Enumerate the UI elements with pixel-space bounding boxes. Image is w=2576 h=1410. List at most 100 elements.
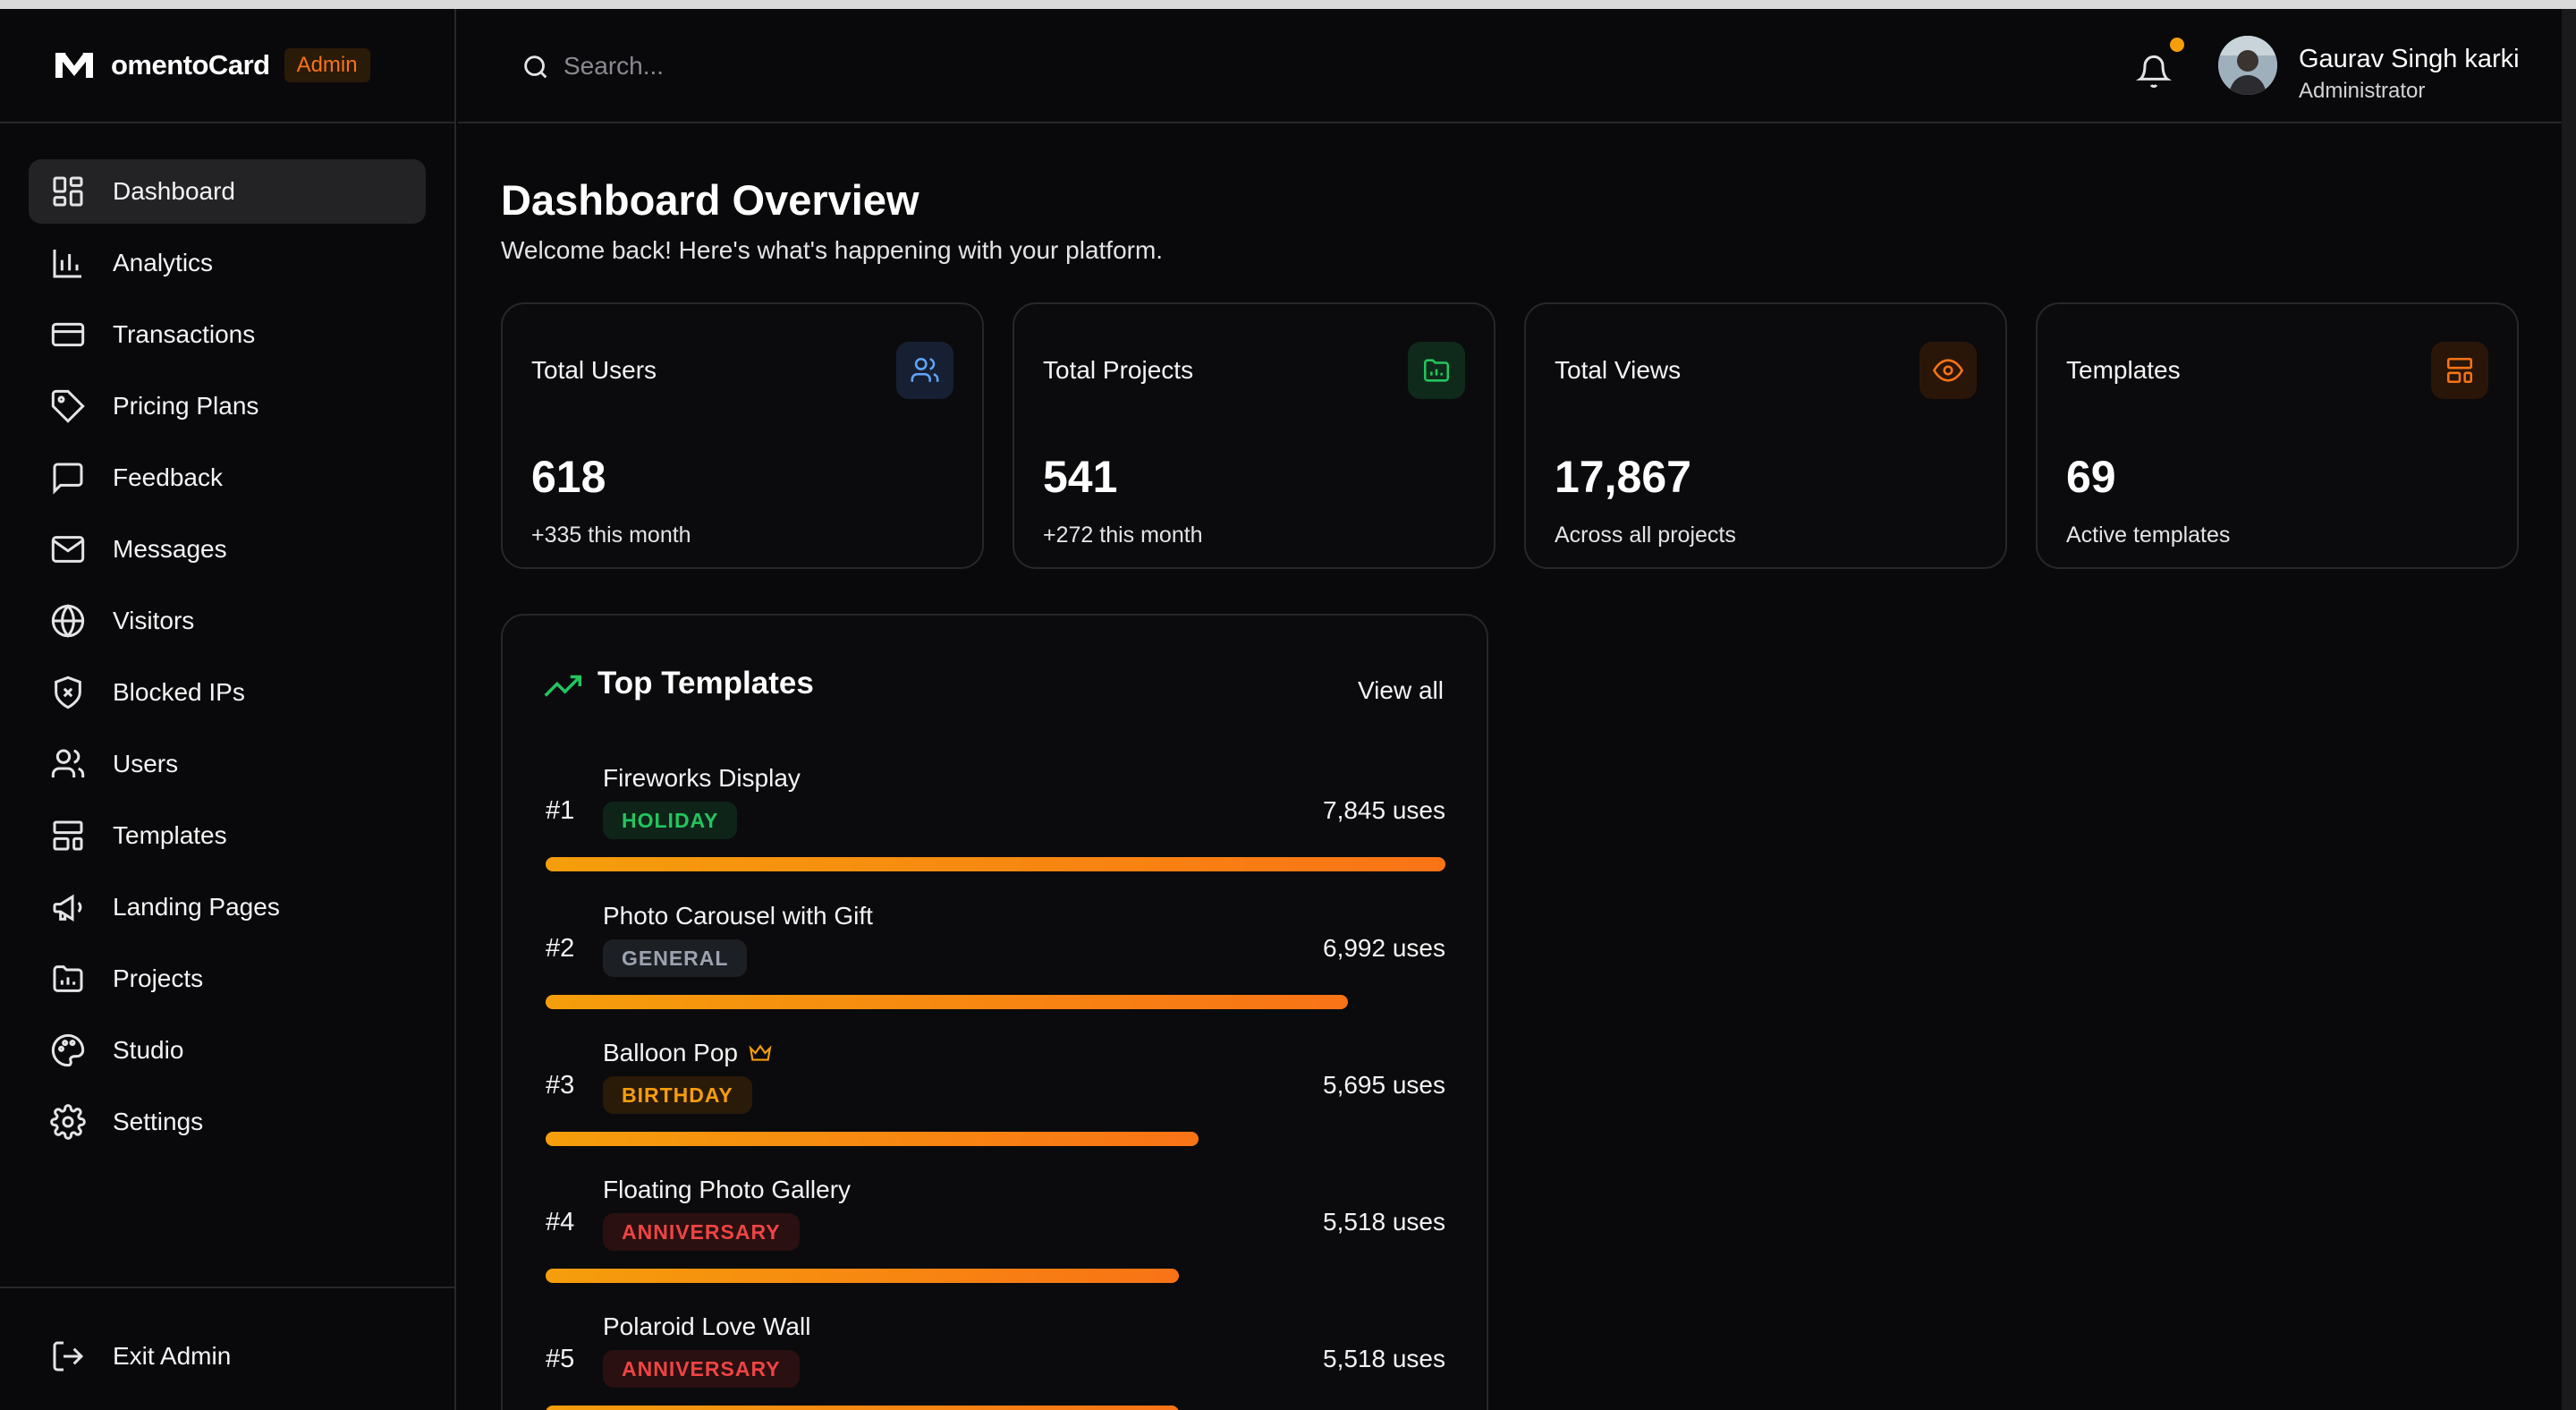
- globe-icon: [50, 603, 86, 639]
- usage-bar: [546, 1269, 1179, 1283]
- search-icon: [524, 55, 547, 79]
- credit-card-icon: [50, 317, 86, 352]
- template-name: Photo Carousel with Gift: [603, 902, 873, 930]
- stat-subtext: Across all projects: [1555, 522, 1736, 548]
- sidebar-item-feedback[interactable]: Feedback: [29, 446, 426, 510]
- sidebar-item-blocked-ips[interactable]: Blocked IPs: [29, 660, 426, 725]
- analytics-icon: [50, 245, 86, 281]
- template-row[interactable]: #1 Fireworks Display HOLIDAY 7,845 uses: [546, 755, 1445, 880]
- sidebar-item-landing-pages[interactable]: Landing Pages: [29, 875, 426, 939]
- stat-card-total-users: Total Users 618 +335 this month: [501, 302, 984, 569]
- usage-bar: [546, 995, 1348, 1009]
- sidebar-item-label: Settings: [113, 1108, 204, 1135]
- usage-bar: [546, 1132, 1199, 1146]
- sidebar: omentoCard Admin Dashboard Analytics: [0, 9, 456, 1410]
- stat-card-templates: Templates 69 Active templates: [2036, 302, 2519, 569]
- bell-icon[interactable]: [2136, 54, 2172, 89]
- sidebar-item-analytics[interactable]: Analytics: [29, 231, 426, 295]
- sidebar-item-label: Visitors: [113, 607, 195, 634]
- usage-bar: [546, 857, 1445, 871]
- stat-subtext: +272 this month: [1043, 522, 1203, 548]
- sidebar-item-label: Analytics: [113, 249, 214, 276]
- template-name: Floating Photo Gallery: [603, 1176, 852, 1203]
- scrollbar[interactable]: [2562, 9, 2576, 1410]
- sidebar-item-label: Projects: [113, 964, 204, 992]
- top-templates-card: Top Templates View all #1 Fireworks Disp…: [501, 614, 1488, 1410]
- sidebar-item-label: Users: [113, 750, 179, 777]
- template-rank: #1: [546, 796, 575, 825]
- sidebar-item-studio[interactable]: Studio: [29, 1018, 426, 1083]
- template-uses: 5,518 uses: [1323, 1345, 1445, 1372]
- stat-value: 69: [2066, 452, 2116, 502]
- stat-card-total-projects: Total Projects 541 +272 this month: [1013, 302, 1496, 569]
- sidebar-item-label: Pricing Plans: [113, 392, 259, 420]
- template-rank: #2: [546, 934, 575, 963]
- sidebar-item-label: Dashboard: [113, 177, 235, 205]
- usage-bar: [546, 1406, 1179, 1410]
- template-rank: #3: [546, 1071, 575, 1100]
- sidebar-item-label: Landing Pages: [113, 893, 280, 921]
- stat-title: Total Projects: [1043, 356, 1194, 384]
- sidebar-item-transactions[interactable]: Transactions: [29, 302, 426, 367]
- exit-admin-button[interactable]: Exit Admin: [29, 1324, 426, 1389]
- stat-title: Total Users: [531, 356, 657, 384]
- search-input[interactable]: [564, 43, 1190, 89]
- template-name-wrap: Fireworks Display: [603, 764, 801, 793]
- sidebar-item-label: Transactions: [113, 320, 256, 348]
- sidebar-item-projects[interactable]: Projects: [29, 947, 426, 1011]
- page-title: Dashboard Overview: [501, 176, 919, 224]
- eye-icon: [1919, 342, 1977, 399]
- sidebar-item-pricing-plans[interactable]: Pricing Plans: [29, 374, 426, 438]
- trending-up-icon: [544, 675, 581, 697]
- avatar[interactable]: [2218, 36, 2277, 95]
- category-badge: HOLIDAY: [603, 802, 738, 839]
- stat-title: Total Views: [1555, 356, 1682, 384]
- sidebar-item-templates[interactable]: Templates: [29, 803, 426, 868]
- sidebar-item-users[interactable]: Users: [29, 732, 426, 796]
- template-rank: #5: [546, 1345, 575, 1373]
- template-name-wrap: Photo Carousel with Gift: [603, 902, 873, 930]
- usage-bar-track: [546, 995, 1445, 1009]
- category-badge: ANNIVERSARY: [603, 1213, 800, 1251]
- brand[interactable]: omentoCard Admin: [0, 9, 454, 123]
- template-uses: 5,695 uses: [1323, 1071, 1445, 1099]
- users-icon: [50, 746, 86, 782]
- stat-subtext: Active templates: [2066, 522, 2231, 548]
- shield-x-icon: [50, 675, 86, 710]
- template-name-wrap: Balloon Pop: [603, 1039, 772, 1067]
- template-name: Polaroid Love Wall: [603, 1312, 811, 1340]
- template-name-wrap: Polaroid Love Wall: [603, 1312, 810, 1341]
- sidebar-item-dashboard[interactable]: Dashboard: [29, 159, 426, 224]
- sidebar-item-settings[interactable]: Settings: [29, 1090, 426, 1154]
- template-name: Balloon Pop: [603, 1039, 739, 1066]
- user-role: Administrator: [2299, 79, 2426, 103]
- sidebar-item-label: Feedback: [113, 463, 223, 491]
- stat-title: Templates: [2066, 356, 2181, 384]
- template-row[interactable]: #5 Polaroid Love Wall ANNIVERSARY 5,518 …: [546, 1304, 1445, 1410]
- template-row[interactable]: #4 Floating Photo Gallery ANNIVERSARY 5,…: [546, 1167, 1445, 1292]
- layout-icon: [2431, 342, 2488, 399]
- template-uses: 5,518 uses: [1323, 1208, 1445, 1236]
- gear-icon: [50, 1104, 86, 1140]
- sidebar-item-label: Blocked IPs: [113, 678, 245, 706]
- usage-bar-track: [546, 1132, 1445, 1146]
- users-icon: [896, 342, 953, 399]
- folder-chart-icon: [50, 961, 86, 997]
- palette-icon: [50, 1032, 86, 1068]
- stat-value: 618: [531, 452, 606, 502]
- sidebar-item-visitors[interactable]: Visitors: [29, 589, 426, 653]
- usage-bar-track: [546, 1406, 1445, 1410]
- log-out-icon: [50, 1338, 86, 1374]
- template-row[interactable]: #3 Balloon Pop BIRTHDAY 5,695 uses: [546, 1030, 1445, 1155]
- template-name: Fireworks Display: [603, 764, 801, 792]
- user-name[interactable]: Gaurav Singh karki: [2299, 45, 2520, 73]
- sidebar-item-messages[interactable]: Messages: [29, 517, 426, 582]
- sidebar-item-label: Studio: [113, 1036, 184, 1064]
- brand-name: omentoCard: [111, 49, 270, 81]
- dashboard-icon: [50, 174, 86, 209]
- tag-icon: [50, 388, 86, 424]
- stat-value: 17,867: [1555, 452, 1691, 502]
- folder-chart-icon: [1408, 342, 1465, 399]
- template-row[interactable]: #2 Photo Carousel with Gift GENERAL 6,99…: [546, 893, 1445, 1018]
- view-all-link[interactable]: View all: [1358, 676, 1444, 704]
